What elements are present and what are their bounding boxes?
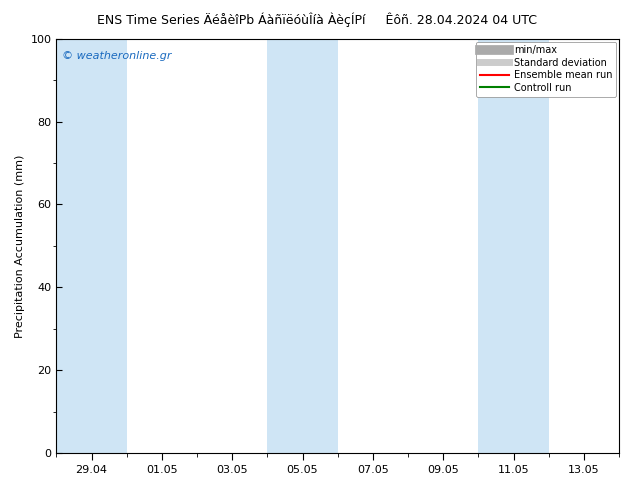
Bar — [268, 39, 338, 453]
Text: ENS Time Series ÄéåèîPb ÁàñïëóùÎíà ÀèçÍPí     Êôñ. 28.04.2024 04 UTC: ENS Time Series ÄéåèîPb ÁàñïëóùÎíà ÀèçÍP… — [97, 12, 537, 27]
Y-axis label: Precipitation Accumulation (mm): Precipitation Accumulation (mm) — [15, 154, 25, 338]
Bar — [56, 39, 127, 453]
Bar — [479, 39, 548, 453]
Text: © weatheronline.gr: © weatheronline.gr — [62, 51, 172, 61]
Legend: min/max, Standard deviation, Ensemble mean run, Controll run: min/max, Standard deviation, Ensemble me… — [476, 42, 616, 97]
